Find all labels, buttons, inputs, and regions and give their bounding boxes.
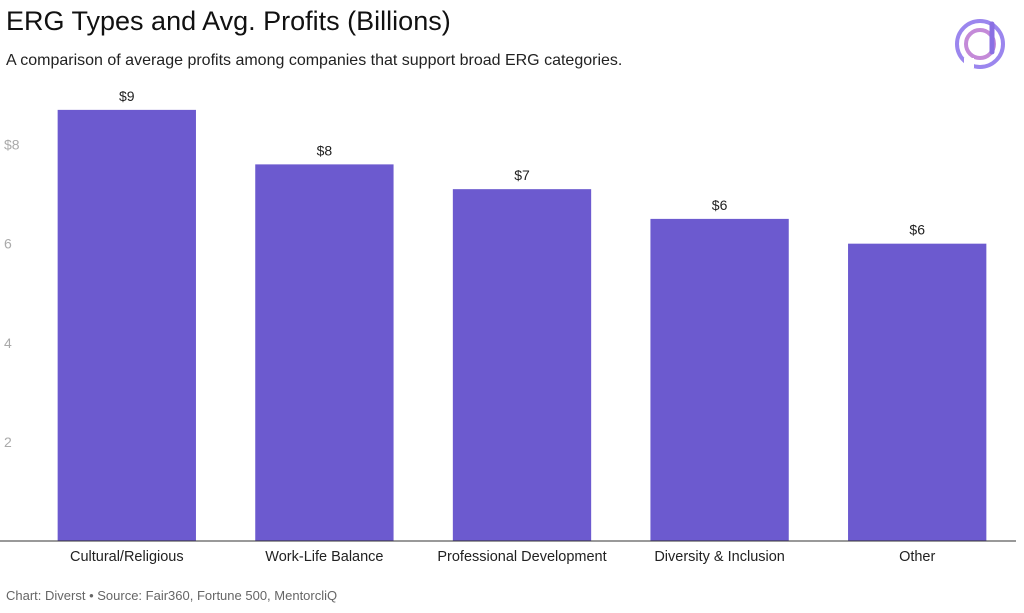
x-tick-label: Cultural/Religious <box>70 549 184 565</box>
bar <box>848 243 987 541</box>
data-label: $6 <box>712 197 728 213</box>
chart-subtitle: A comparison of average profits among co… <box>6 52 623 69</box>
bar <box>57 109 196 541</box>
data-label: $9 <box>119 88 135 104</box>
data-label: $7 <box>514 167 530 183</box>
data-label: $8 <box>317 142 333 158</box>
chart-title: ERG Types and Avg. Profits (Billions) <box>6 6 451 36</box>
y-tick-label: $8 <box>4 137 20 153</box>
y-tick-label: 6 <box>4 236 12 252</box>
x-tick-label: Diversity & Inclusion <box>654 549 785 565</box>
y-tick-label: 4 <box>4 335 12 351</box>
x-tick-label: Professional Development <box>437 549 606 565</box>
x-tick-label: Work-Life Balance <box>265 549 383 565</box>
data-label: $6 <box>909 222 925 238</box>
bar <box>650 218 789 541</box>
x-tick-label: Other <box>899 549 935 565</box>
bar <box>452 189 592 541</box>
y-tick-label: 2 <box>4 434 12 450</box>
diverst-logo-icon <box>955 19 1005 69</box>
chart-source-footer: Chart: Diverst • Source: Fair360, Fortun… <box>6 588 338 603</box>
bar <box>255 164 394 541</box>
